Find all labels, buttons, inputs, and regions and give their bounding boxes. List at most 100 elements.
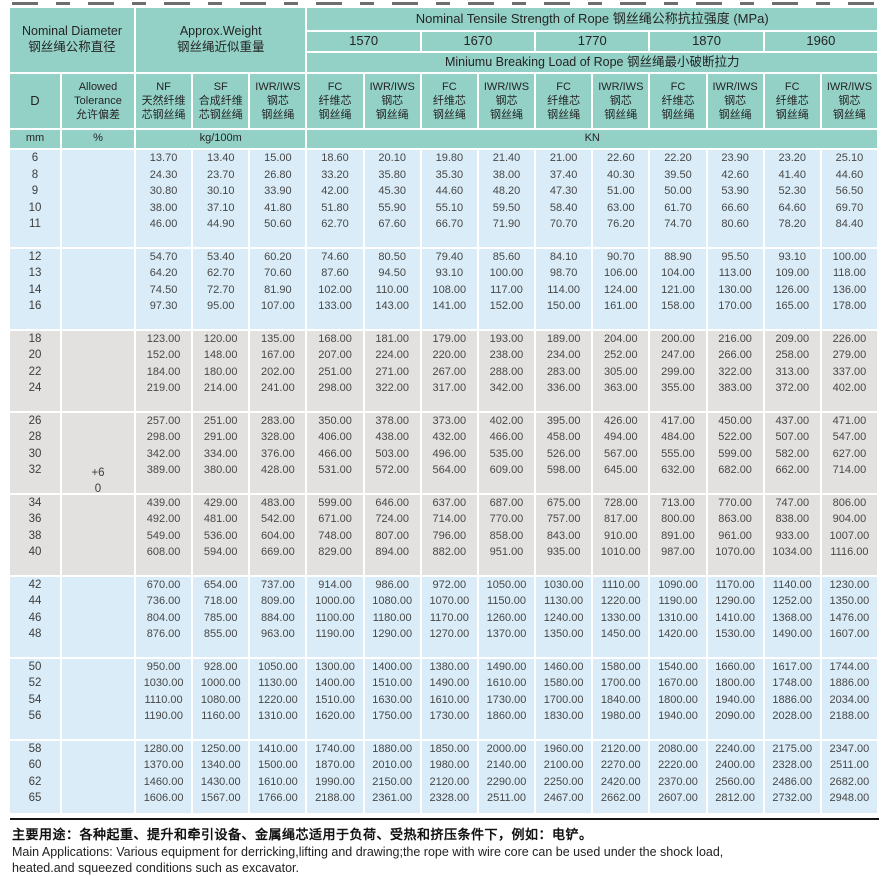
value-cell: 483.00 [250, 494, 306, 511]
value-cell: 1617.00 [764, 658, 820, 675]
diameter-cell: 46 [10, 609, 60, 626]
value-cell: 46.00 [136, 216, 192, 233]
value-cell: 2328.00 [421, 790, 477, 807]
value-cell: 2682.00 [821, 773, 877, 790]
diameter-cell: 42 [10, 576, 60, 593]
value-cell: 1170.00 [421, 609, 477, 626]
value-cell: 598.00 [536, 462, 592, 479]
group-spacer-cell [136, 314, 192, 329]
value-cell: 503.00 [364, 445, 420, 462]
value-cell: 564.00 [421, 462, 477, 479]
value-cell: 98.70 [536, 265, 592, 282]
value-cell: 972.00 [421, 576, 477, 593]
col-header-iwr-iws: IWR/IWS 钢芯 钢丝绳 [364, 74, 420, 128]
group-spacer-cell [593, 642, 649, 657]
tolerance-cell [62, 773, 134, 790]
value-cell: 41.80 [250, 199, 306, 216]
value-cell: 136.00 [821, 281, 877, 298]
value-cell: 1490.00 [478, 658, 535, 675]
col-header-iwr-iws: IWR/IWS 钢芯 钢丝绳 [250, 74, 306, 128]
value-cell: 106.00 [593, 265, 649, 282]
group-spacer-cell [364, 724, 420, 739]
value-cell: 45.30 [364, 183, 420, 200]
value-cell: 69.70 [821, 199, 877, 216]
group-spacer-cell [650, 806, 706, 813]
value-cell: 1567.00 [193, 790, 249, 807]
group-spacer-cell [536, 314, 592, 329]
value-cell: 313.00 [764, 363, 820, 380]
value-cell: 450.00 [707, 412, 763, 429]
tolerance-cell [62, 527, 134, 544]
group-spacer-cell [707, 642, 763, 657]
value-cell: 1310.00 [250, 708, 306, 725]
value-cell: 2560.00 [707, 773, 763, 790]
value-cell: 1830.00 [536, 708, 592, 725]
diameter-cell: 18 [10, 330, 60, 347]
value-cell: 604.00 [250, 527, 306, 544]
value-cell: 1368.00 [764, 609, 820, 626]
value-cell: 542.00 [250, 511, 306, 528]
value-cell: 1700.00 [593, 675, 649, 692]
value-cell: 1886.00 [764, 691, 820, 708]
diameter-cell: 58 [10, 740, 60, 757]
diameter-cell: 14 [10, 281, 60, 298]
value-cell: 50.00 [650, 183, 706, 200]
group-spacer-cell [364, 806, 420, 813]
value-cell: 928.00 [193, 658, 249, 675]
group-spacer-cell [62, 396, 134, 411]
value-cell: 219.00 [136, 380, 192, 397]
group-spacer-cell [62, 724, 134, 739]
tolerance-cell [62, 183, 134, 200]
value-cell: 84.40 [821, 216, 877, 233]
value-cell: 1880.00 [364, 740, 420, 757]
diameter-cell: 52 [10, 675, 60, 692]
value-cell: 299.00 [650, 363, 706, 380]
col-header-fc: FC 纤维芯 钢丝绳 [536, 74, 592, 128]
value-cell: 337.00 [821, 363, 877, 380]
group-spacer-cell [136, 724, 192, 739]
group-spacer-cell [364, 232, 420, 247]
value-cell: 252.00 [593, 347, 649, 364]
value-cell: 714.00 [821, 462, 877, 479]
value-cell: 389.00 [136, 462, 192, 479]
value-cell: 770.00 [478, 511, 535, 528]
value-cell: 167.00 [250, 347, 306, 364]
value-cell: 62.70 [193, 265, 249, 282]
group-spacer-cell [821, 642, 877, 657]
value-cell: 1370.00 [478, 626, 535, 643]
group-spacer-cell [307, 396, 363, 411]
row-group: 6 13.70 13.40 15.00 18.60 20.10 19.80 21.40 21.0… [10, 150, 877, 247]
group-spacer-cell [307, 560, 363, 575]
value-cell: 266.00 [707, 347, 763, 364]
value-cell: 150.00 [536, 298, 592, 315]
value-cell: 632.00 [650, 462, 706, 479]
value-cell: 33.90 [250, 183, 306, 200]
value-cell: 882.00 [421, 544, 477, 561]
value-cell: 87.60 [307, 265, 363, 282]
group-spacer-cell [478, 232, 535, 247]
value-cell: 728.00 [593, 494, 649, 511]
value-cell: 675.00 [536, 494, 592, 511]
value-cell: 1870.00 [307, 757, 363, 774]
value-cell: 251.00 [307, 363, 363, 380]
value-cell: 417.00 [650, 412, 706, 429]
value-cell: 224.00 [364, 347, 420, 364]
value-cell: 372.00 [764, 380, 820, 397]
value-cell: 572.00 [364, 462, 420, 479]
value-cell: 135.00 [250, 330, 306, 347]
value-cell: 15.00 [250, 150, 306, 167]
value-cell: 58.40 [536, 199, 592, 216]
value-cell: 383.00 [707, 380, 763, 397]
value-cell: 1250.00 [193, 740, 249, 757]
value-cell: 2100.00 [536, 757, 592, 774]
value-cell: 124.00 [593, 281, 649, 298]
value-cell: 79.40 [421, 248, 477, 265]
value-cell: 858.00 [478, 527, 535, 544]
value-cell: 1190.00 [136, 708, 192, 725]
group-spacer-cell [62, 806, 134, 813]
value-cell: 843.00 [536, 527, 592, 544]
value-cell: 1340.00 [193, 757, 249, 774]
value-cell: 627.00 [821, 445, 877, 462]
value-cell: 582.00 [764, 445, 820, 462]
group-spacer-cell [821, 724, 877, 739]
